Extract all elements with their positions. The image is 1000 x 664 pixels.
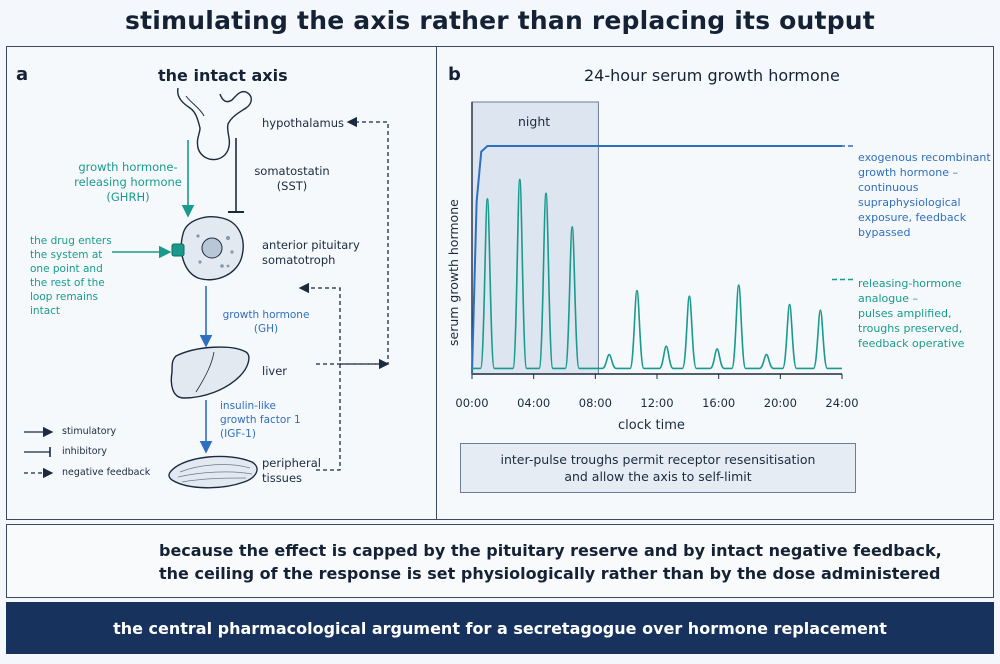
sst-label: somatostatin (SST) [254, 164, 330, 193]
muscle-tissue-icon [168, 455, 258, 489]
hypothalamus-icon [176, 87, 252, 161]
hypothalamus-label: hypothalamus [262, 116, 344, 130]
feedback-loop-tissues [298, 282, 341, 471]
night-label: night [518, 114, 551, 129]
legend-stimulatory-label: stimulatory [62, 426, 117, 437]
legend-inhibitory-label: inhibitory [62, 446, 108, 457]
footer-banner: the central pharmacological argument for… [6, 602, 994, 654]
legend-feedback-label: negative feedback [62, 467, 151, 478]
liver-label: liver [262, 364, 287, 378]
x-tick-label: 24:00 [825, 396, 859, 410]
drug-entry-note: the drug enters the system at one point … [30, 235, 112, 317]
exogenous-series-label: exogenous recombinant growth hormone – c… [858, 151, 991, 239]
analogue-series-line [472, 178, 842, 370]
x-tick-label: 20:00 [763, 396, 797, 410]
feedback-loop-liver [316, 116, 389, 365]
gh-chart [471, 101, 854, 379]
banner-text: the central pharmacological argument for… [113, 618, 887, 638]
liver-icon [170, 346, 250, 399]
tissues-label: peripheral tissues [262, 456, 321, 485]
gh-label: growth hormone (GH) [222, 309, 310, 335]
x-tick-label: 04:00 [517, 396, 551, 410]
troughs-callout: inter-pulse troughs permit receptor rese… [460, 443, 856, 493]
callout-text: inter-pulse troughs permit receptor rese… [500, 452, 816, 484]
panel-b-title: 24-hour serum growth hormone [584, 66, 840, 85]
x-tick-label: 12:00 [640, 396, 674, 410]
pituitary-cell-icon [180, 216, 244, 281]
panel-a-title: the intact axis [158, 66, 288, 85]
pituitary-label: anterior pituitary somatotroph [262, 238, 360, 267]
panel-divider [436, 47, 437, 519]
panel-b-letter: b [448, 64, 461, 85]
x-tick-label: 16:00 [702, 396, 736, 410]
exogenous-series-line [471, 145, 842, 375]
night-band [471, 101, 599, 375]
y-axis-label: serum growth hormone [446, 199, 461, 346]
panel-a-letter: a [16, 64, 29, 85]
page-title: stimulating the axis rather than replaci… [125, 6, 875, 35]
x-tick-label: 00:00 [455, 396, 489, 410]
conclusion-box: because the effect is capped by the pitu… [6, 524, 994, 598]
analogue-series-label: releasing-hormone analogue – pulses ampl… [858, 277, 965, 350]
x-axis-label: clock time [618, 418, 685, 433]
x-tick-label: 08:00 [578, 396, 612, 410]
conclusion-text: because the effect is capped by the pitu… [159, 541, 942, 583]
igf-label: insulin-like growth factor 1 (IGF-1) [220, 400, 301, 440]
ghrh-label: growth hormone- releasing hormone (GHRH) [74, 160, 182, 204]
drug-receptor-icon [171, 243, 185, 257]
